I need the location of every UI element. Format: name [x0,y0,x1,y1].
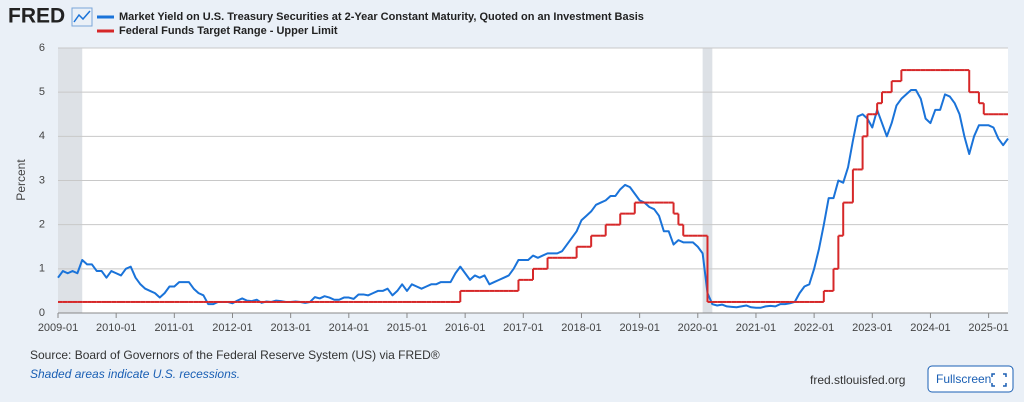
y-tick-label: 2 [39,219,45,231]
x-tick-label: 2018-01 [561,322,601,334]
x-tick-label: 2010-01 [96,322,136,334]
x-tick-label: 2012-01 [212,322,252,334]
y-tick-label: 0 [39,307,45,319]
step-series [58,69,1008,303]
x-tick-label: 2011-01 [155,322,195,334]
site-link[interactable]: fred.stlouisfed.org [810,373,905,387]
x-tick-label: 2016-01 [445,322,485,334]
x-tick-label: 2024-01 [910,322,950,334]
y-axis-label: Percent [14,159,28,201]
x-tick-label: 2017-01 [503,322,543,334]
legend-label: Federal Funds Target Range - Upper Limit [119,25,338,37]
y-tick-label: 3 [39,174,45,186]
x-tick-label: 2025-01 [968,322,1008,334]
y-tick-label: 6 [39,42,45,54]
x-tick-label: 2021-01 [736,322,776,334]
y-tick-label: 4 [39,130,45,142]
y-tick-label: 1 [39,263,45,275]
legend-label: Market Yield on U.S. Treasury Securities… [119,11,644,23]
logo-icon [73,10,91,23]
source: Source: Board of Governors of the Federa… [30,348,440,362]
x-tick-label: 2014-01 [329,322,369,334]
x-tick-label: 2019-01 [619,322,659,334]
y-tick-label: 5 [39,86,45,98]
logo: FRED [8,5,65,28]
x-tick-label: 2013-01 [270,322,310,334]
logo-icon-frame [71,7,93,27]
x-tick-label: 2020-01 [678,322,718,334]
x-tick-label: 2009-01 [38,322,78,334]
fullscreen-icon[interactable] [991,373,1007,387]
note: Shaded areas indicate U.S. recessions. [30,367,240,381]
x-tick-label: 2023-01 [852,322,892,334]
x-tick-label: 2015-01 [387,322,427,334]
fullscreen-label[interactable]: Fullscreen [936,372,991,386]
x-tick-label: 2022-01 [794,322,834,334]
